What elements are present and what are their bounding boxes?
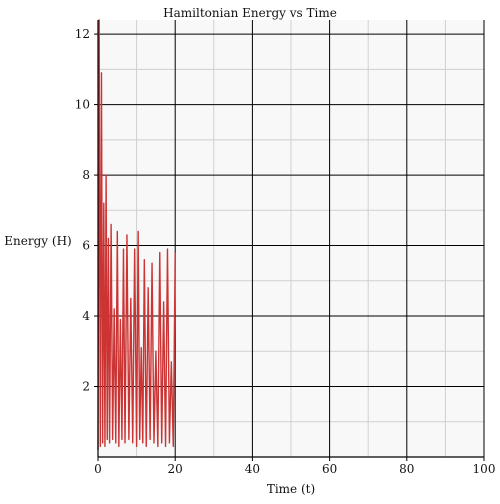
chart-title: Hamiltonian Energy vs Time	[163, 6, 337, 20]
x-axis-label: Time (t)	[267, 482, 315, 496]
major-grid	[98, 20, 485, 457]
y-tick-label: 12	[75, 27, 90, 41]
y-tick-label: 10	[75, 98, 90, 112]
tick-labels: 0 20 40 60 80 100 2 4 6 8 10 12	[75, 27, 496, 476]
x-tick-label: 80	[399, 462, 414, 476]
x-tick-label: 0	[94, 462, 102, 476]
series-layer	[97, 19, 176, 450]
axes	[94, 20, 485, 461]
y-tick-label: 6	[82, 239, 90, 253]
x-tick-label: 20	[168, 462, 183, 476]
y-axis-label: Energy (H)	[4, 234, 71, 248]
y-tick-label: 4	[82, 309, 90, 323]
series-line-1	[97, 19, 176, 450]
x-tick-label: 60	[322, 462, 337, 476]
y-tick-label: 2	[82, 380, 90, 394]
y-tick-label: 8	[82, 168, 90, 182]
x-tick-label: 40	[245, 462, 260, 476]
x-tick-label: 100	[473, 462, 496, 476]
